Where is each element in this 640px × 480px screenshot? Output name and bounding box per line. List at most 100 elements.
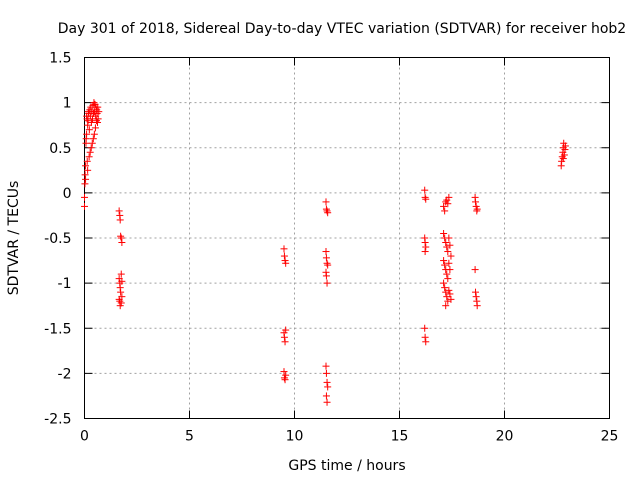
data-point: [421, 248, 429, 256]
data-point: [117, 288, 125, 296]
data-point: [281, 338, 289, 346]
data-point: [445, 193, 453, 201]
data-point: [472, 293, 480, 301]
data-point: [87, 144, 95, 152]
data-point: [421, 333, 429, 341]
data-point: [94, 115, 102, 123]
data-point: [89, 135, 97, 143]
data-point: [94, 103, 102, 111]
data-point: [322, 205, 330, 213]
data-point: [324, 383, 332, 391]
data-point: [85, 153, 93, 161]
data-point: [472, 198, 480, 206]
y-tick-label: -2: [58, 366, 72, 382]
data-point: [441, 284, 449, 292]
data-point: [81, 193, 88, 201]
data-point: [323, 398, 331, 406]
data-point: [442, 288, 450, 296]
data-point: [95, 108, 103, 116]
data-point: [447, 252, 455, 260]
data-point: [117, 299, 125, 307]
x-tick-label: 10: [286, 429, 304, 445]
data-point: [82, 162, 90, 170]
data-point: [443, 270, 451, 278]
data-point: [84, 117, 92, 125]
data-point: [444, 248, 452, 256]
data-point: [87, 118, 95, 126]
data-point: [322, 362, 330, 370]
data-point: [421, 324, 429, 332]
data-point: [281, 376, 289, 384]
y-tick-label: -1: [58, 276, 72, 292]
data-point: [440, 202, 448, 210]
data-point: [440, 229, 448, 237]
data-point: [421, 193, 429, 201]
data-point: [92, 117, 100, 125]
y-tick-label: -2.5: [44, 412, 71, 428]
data-point: [442, 302, 450, 310]
data-point: [282, 259, 290, 267]
data-point: [559, 155, 567, 163]
data-point: [280, 368, 288, 376]
data-point: [115, 207, 123, 215]
data-point: [442, 239, 450, 247]
data-point: [85, 126, 93, 134]
data-point: [445, 286, 453, 294]
data-point: [280, 252, 288, 260]
data-point: [280, 333, 288, 341]
x-tick-label: 25: [601, 429, 619, 445]
data-point: [322, 248, 330, 256]
y-axis-label: SDTVAR / TECUs: [6, 181, 22, 296]
x-axis-label: GPS time / hours: [288, 458, 405, 474]
data-point: [282, 326, 290, 334]
y-tick-label: 1: [63, 96, 72, 112]
x-tick-label: 15: [391, 429, 409, 445]
data-point: [440, 257, 448, 265]
data-point: [83, 157, 91, 165]
data-point: [86, 148, 94, 156]
axis-ticks: [84, 57, 610, 419]
data-point: [447, 295, 455, 303]
data-point: [444, 200, 452, 208]
data-point: [422, 243, 430, 251]
x-tick-label: 5: [185, 429, 194, 445]
data-point: [118, 239, 126, 247]
data-point: [84, 166, 92, 174]
data-point: [323, 378, 331, 386]
data-point: [440, 279, 448, 287]
x-tick-label: 0: [80, 429, 89, 445]
data-point: [88, 139, 96, 147]
data-point: [422, 338, 430, 346]
data-point: [280, 245, 288, 253]
data-point: [444, 297, 452, 305]
data-point: [322, 392, 330, 400]
y-tick-label: -1.5: [44, 321, 71, 337]
data-point: [117, 234, 125, 242]
data-point: [282, 371, 290, 379]
data-point: [473, 302, 481, 310]
data-point: [93, 109, 101, 117]
y-tick-labels: -2.5 -2 -1.5 -1 -0.5 0 0.5 1 1.5: [44, 51, 71, 428]
y-tick-label: 1.5: [49, 51, 71, 67]
data-point: [90, 99, 98, 107]
data-point: [421, 186, 429, 194]
x-tick-label: 20: [496, 429, 514, 445]
data-point: [117, 232, 125, 240]
data-point: [94, 118, 102, 126]
data-point: [446, 290, 454, 298]
data-point: [118, 293, 126, 301]
data-point: [473, 205, 481, 213]
data-point: [445, 259, 453, 267]
x-tick-labels: 0 5 10 15 20 25: [80, 429, 618, 445]
data-point: [561, 142, 569, 150]
data-point: [322, 198, 330, 206]
data-point: [323, 207, 331, 215]
data-point: [83, 130, 91, 138]
data-point: [324, 209, 332, 217]
data-point: [421, 239, 429, 247]
data-point: [118, 277, 126, 285]
data-point: [117, 270, 125, 278]
data-point: [441, 207, 449, 215]
data-point: [322, 272, 330, 280]
